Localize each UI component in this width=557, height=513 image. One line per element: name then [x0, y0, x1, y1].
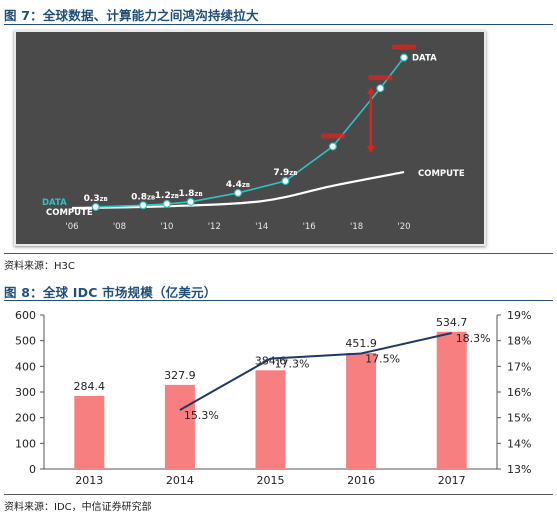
data-point-label-blurred [392, 44, 416, 50]
x-tick-label: '06 [65, 222, 78, 232]
x-tick-label: '18 [350, 222, 363, 232]
data-point-label: 7.9ZB [273, 168, 297, 178]
x-category-label: 2017 [438, 474, 466, 487]
data-point [139, 201, 148, 210]
figure-8-bottom-rule [4, 494, 553, 495]
data-point-label: 1.8ZB [179, 189, 203, 199]
right-y-tick-label: 13% [507, 463, 531, 476]
data-point-label: 0.3ZB [84, 194, 108, 204]
x-tick-label: '14 [255, 222, 268, 232]
data-point [234, 188, 243, 197]
idc-market-chart: 0 100 200 300 400 500 600 13% 14% 15% 16% 17% 18% 19%… [15, 309, 531, 487]
figure-8-source: 资料来源：IDC，中信证券研究部 [4, 502, 152, 513]
right-y-tick-label: 18% [507, 335, 531, 348]
data-point [91, 202, 100, 211]
data-point-label: 4.4ZB [226, 180, 250, 190]
bar [436, 331, 467, 469]
left-y-tick-label: 0 [29, 463, 36, 476]
growth-rate-label: 17.3% [275, 358, 310, 371]
data-point [162, 199, 171, 208]
right-y-tick-label: 17% [507, 360, 531, 373]
x-tick-label: '20 [397, 222, 410, 232]
x-tick-label: '12 [208, 222, 221, 232]
compute-series-line [71, 171, 405, 210]
right-y-tick-label: 14% [507, 437, 531, 450]
data-compute-chart-panel: 0.3ZB 0.8ZB 1.2ZB 1.8ZB 4.4ZB 7.9ZB DATA COMPUT… [14, 30, 486, 246]
x-category-label: 2015 [257, 474, 285, 487]
compute-series-name-left: COMPUTE [46, 208, 93, 218]
bar [255, 370, 286, 469]
bar [164, 384, 195, 469]
bar-value-label: 451.9 [345, 337, 377, 350]
x-category-label: 2014 [166, 474, 194, 487]
figure-7-title-rule [4, 24, 553, 25]
x-tick-label: '16 [303, 222, 316, 232]
left-y-tick-label: 500 [15, 335, 36, 348]
growth-rate-line [179, 331, 452, 411]
figure-7-title: 图 7：全球数据、计算能力之间鸿沟持续拉大 [4, 8, 259, 23]
right-y-tick-label: 19% [507, 309, 531, 322]
data-series-name: DATA [42, 198, 67, 208]
data-point-label: 1.2ZB [155, 191, 179, 201]
bar-value-label: 534.7 [436, 316, 468, 329]
bar [346, 353, 377, 469]
figure-8-title: 图 8：全球 IDC 市场规模（亿美元） [4, 285, 217, 300]
right-y-tick-label: 15% [507, 412, 531, 425]
data-point [400, 53, 409, 62]
x-tick-label: '08 [113, 222, 126, 232]
gap-arrow-head-bottom [366, 146, 375, 153]
growth-rate-label: 15.3% [184, 409, 219, 422]
left-y-tick-label: 200 [15, 412, 36, 425]
figure-7-source: 资料来源：H3C [4, 261, 75, 272]
bar-value-label: 327.9 [164, 369, 196, 382]
left-y-tick-label: 400 [15, 360, 36, 373]
data-point [186, 197, 195, 206]
x-category-label: 2013 [75, 474, 103, 487]
compute-series-name-right: COMPUTE [418, 169, 465, 179]
data-point-label-blurred [368, 75, 393, 81]
growth-rate-label: 17.5% [365, 353, 400, 366]
left-y-tick-label: 100 [15, 437, 36, 450]
x-category-label: 2016 [347, 474, 375, 487]
figure-7-bottom-rule [4, 253, 553, 254]
data-point-label-blurred [320, 133, 345, 139]
figure-8-title-rule [4, 300, 553, 301]
data-point [281, 176, 290, 185]
right-y-tick-label: 16% [507, 386, 531, 399]
data-series-name-right: DATA [412, 54, 437, 64]
data-point [328, 142, 337, 151]
left-y-tick-label: 600 [15, 309, 36, 322]
data-compute-chart: 0.3ZB 0.8ZB 1.2ZB 1.8ZB4.4ZB7.9ZBDATACOMPUT… [42, 44, 465, 232]
bar-value-label: 284.4 [74, 380, 106, 393]
data-point-label: 0.8ZB [131, 192, 155, 202]
gap-arrow-head-top [366, 87, 375, 94]
data-point [376, 84, 385, 93]
bar [74, 396, 105, 469]
growth-rate-label: 18.3% [456, 332, 491, 345]
x-tick-label: '10 [160, 222, 173, 232]
left-y-tick-label: 300 [15, 386, 36, 399]
